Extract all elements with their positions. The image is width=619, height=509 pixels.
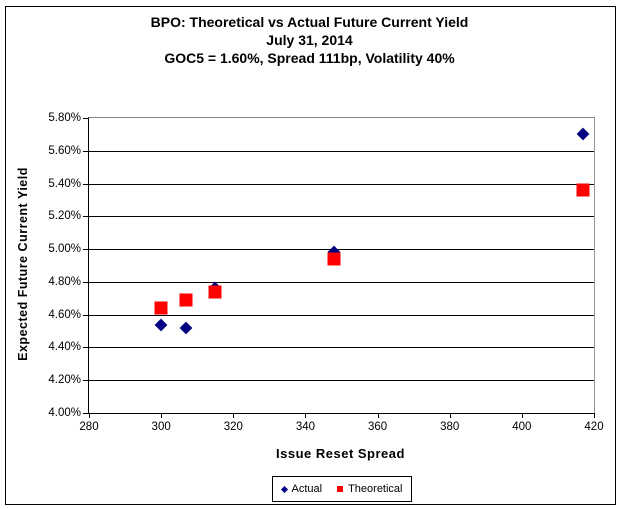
chart-subtitle-params: GOC5 = 1.60%, Spread 111bp, Volatility 4… xyxy=(164,50,455,66)
gridline xyxy=(89,347,594,349)
x-axis-tick-label: 420 xyxy=(584,421,604,433)
title-block: BPO: Theoretical vs Actual Future Curren… xyxy=(0,13,619,67)
theoretical-data-point xyxy=(154,301,168,315)
gridline xyxy=(89,314,594,316)
y-axis-tick xyxy=(83,150,89,152)
x-axis-title: Issue Reset Spread xyxy=(276,446,405,461)
theoretical-data-point xyxy=(208,285,222,299)
legend: Actual Theoretical xyxy=(272,476,412,502)
theoretical-data-point xyxy=(179,293,193,307)
x-axis-tick-label: 380 xyxy=(440,421,460,433)
y-axis-tick xyxy=(83,216,89,218)
y-axis-tick xyxy=(83,249,89,251)
chart-subtitle-date: July 31, 2014 xyxy=(266,32,353,48)
gridline xyxy=(89,150,594,152)
x-axis-tick-label: 340 xyxy=(295,421,316,433)
y-axis-tick-label: 4.00% xyxy=(48,407,81,419)
gridline xyxy=(89,380,594,382)
gridline xyxy=(89,183,594,185)
legend-label-actual: Actual xyxy=(291,483,323,495)
y-axis-title: Expected Future Current Yield xyxy=(16,167,30,361)
chart-frame xyxy=(5,6,616,505)
x-axis-tick xyxy=(377,413,379,418)
y-axis-tick-label: 5.00% xyxy=(48,243,81,256)
x-axis-tick-label: 360 xyxy=(367,421,388,433)
actual-diamond-icon xyxy=(280,485,288,493)
y-axis-tick xyxy=(83,413,89,414)
theoretical-data-point xyxy=(327,252,341,266)
y-axis-tick-label: 5.80% xyxy=(48,112,81,124)
y-axis-tick xyxy=(83,118,89,119)
actual-data-point xyxy=(154,318,168,331)
theoretical-square-icon xyxy=(337,486,344,492)
legend-label-theoretical: Theoretical xyxy=(348,483,403,495)
y-axis-tick xyxy=(83,347,89,349)
x-axis-tick-label: 400 xyxy=(512,421,532,433)
plot-area: 5.80% 5.60% 5.40% 5.20% 5.00% 4.80% 4.60% 4.40%… xyxy=(48,112,603,433)
y-axis-tick xyxy=(83,281,89,283)
x-axis-tick xyxy=(89,413,90,418)
x-axis-tick-label: 320 xyxy=(223,421,243,433)
x-axis-tick xyxy=(449,413,451,418)
x-axis-tick xyxy=(233,413,235,418)
y-axis-tick-label: 4.60% xyxy=(48,308,81,321)
chart-title: BPO: Theoretical vs Actual Future Curren… xyxy=(150,14,469,30)
y-axis-tick-label: 5.60% xyxy=(48,144,81,157)
legend-item-theoretical: Theoretical xyxy=(337,483,403,495)
y-axis-tick-label: 5.20% xyxy=(48,210,81,223)
x-axis-tick-label: 280 xyxy=(79,421,99,433)
x-axis-tick-label: 300 xyxy=(151,421,171,433)
x-axis-tick xyxy=(305,413,307,418)
actual-data-point xyxy=(576,128,590,141)
y-axis-tick-label: 4.80% xyxy=(48,275,81,288)
gridline xyxy=(89,216,594,218)
actual-data-point xyxy=(180,321,193,335)
y-axis-tick xyxy=(83,183,89,185)
y-axis-tick xyxy=(83,314,89,316)
x-axis-tick xyxy=(521,413,523,418)
x-axis-tick xyxy=(594,413,595,418)
theoretical-data-point xyxy=(576,183,590,197)
y-axis-tick-label: 5.40% xyxy=(48,177,81,190)
x-axis-tick xyxy=(161,413,163,418)
legend-item-actual: Actual xyxy=(280,483,323,495)
gridline xyxy=(89,281,594,283)
gridline xyxy=(89,249,594,251)
y-axis-tick xyxy=(83,380,89,382)
y-axis-tick-label: 4.20% xyxy=(48,374,81,387)
y-axis-tick-label: 4.40% xyxy=(48,341,81,354)
